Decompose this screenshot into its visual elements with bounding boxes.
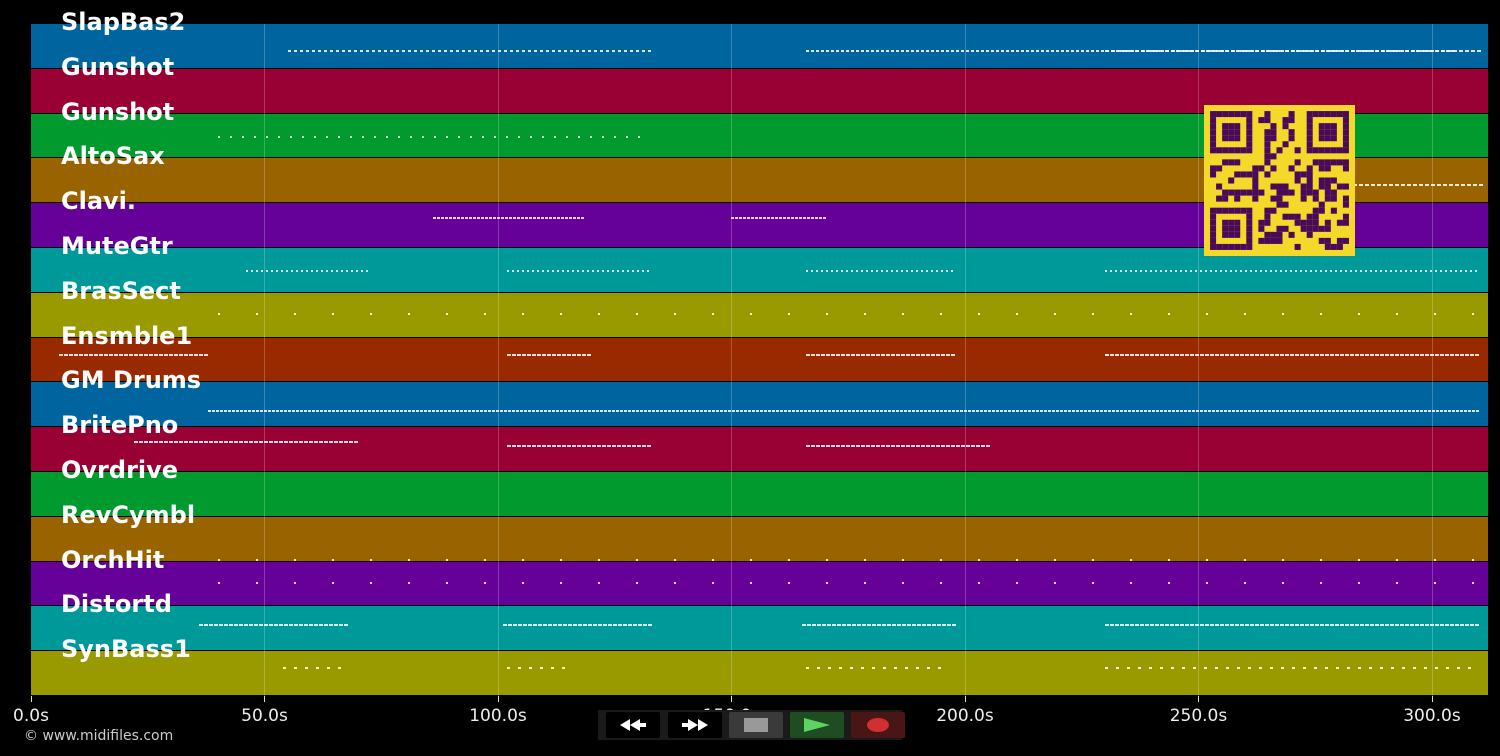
track-label: AltoSax	[61, 142, 165, 171]
track-label: Gunshot	[61, 52, 175, 81]
axis-tick-label: 100.0s	[469, 706, 527, 726]
stop-icon	[744, 718, 768, 732]
track-lane	[31, 292, 1488, 337]
track-label: BrasSect	[61, 276, 181, 305]
track-label: Ensmble1	[61, 321, 193, 350]
fast-forward-button[interactable]	[668, 712, 722, 738]
axis-tick	[31, 696, 32, 702]
axis-tick	[731, 696, 733, 702]
axis-tick-label: 50.0s	[241, 706, 288, 726]
track-label: OrchHit	[61, 545, 165, 574]
track-label: BritePno	[61, 411, 179, 440]
track-lane	[31, 561, 1488, 606]
stop-button[interactable]	[729, 712, 783, 738]
fast-forward-icon	[682, 719, 708, 731]
record-button[interactable]	[851, 712, 905, 738]
track-label: GM Drums	[61, 366, 202, 395]
axis-tick-label: 300.0s	[1403, 706, 1461, 726]
track-lane	[31, 24, 1488, 68]
axis-tick-label: 200.0s	[936, 706, 994, 726]
rewind-button[interactable]	[606, 712, 660, 738]
axis-tick	[964, 696, 966, 702]
track-label: Gunshot	[61, 97, 175, 126]
track-lane	[31, 382, 1488, 427]
track-lane	[31, 337, 1488, 382]
transport-controls	[598, 710, 905, 740]
axis-tick	[264, 696, 266, 702]
track-lane	[31, 651, 1488, 695]
track-lane	[31, 427, 1488, 471]
track-label: SynBass1	[61, 635, 191, 664]
track-label: Ovrdrive	[61, 456, 179, 484]
qr-code-icon	[1204, 105, 1355, 256]
track-lane	[31, 472, 1488, 516]
rewind-icon	[620, 719, 646, 731]
axis-tick-label: 250.0s	[1169, 706, 1228, 726]
record-icon	[867, 718, 889, 732]
track-lane	[31, 606, 1488, 651]
axis-tick-label: 0.0s	[13, 706, 49, 726]
axis-tick	[1431, 696, 1433, 702]
track-label: Distortd	[61, 590, 172, 619]
play-button[interactable]	[790, 712, 844, 738]
track-label: RevCymbl	[61, 500, 196, 529]
axis-tick	[1198, 696, 1200, 702]
track-lane	[31, 516, 1488, 561]
track-label: MuteGtr	[61, 232, 173, 260]
axis-tick	[497, 696, 499, 702]
play-icon	[804, 718, 830, 732]
track-label: Clavi.	[61, 187, 137, 216]
copyright-text: © www.midifiles.com	[24, 728, 174, 744]
track-label: SlapBas2	[61, 8, 186, 36]
